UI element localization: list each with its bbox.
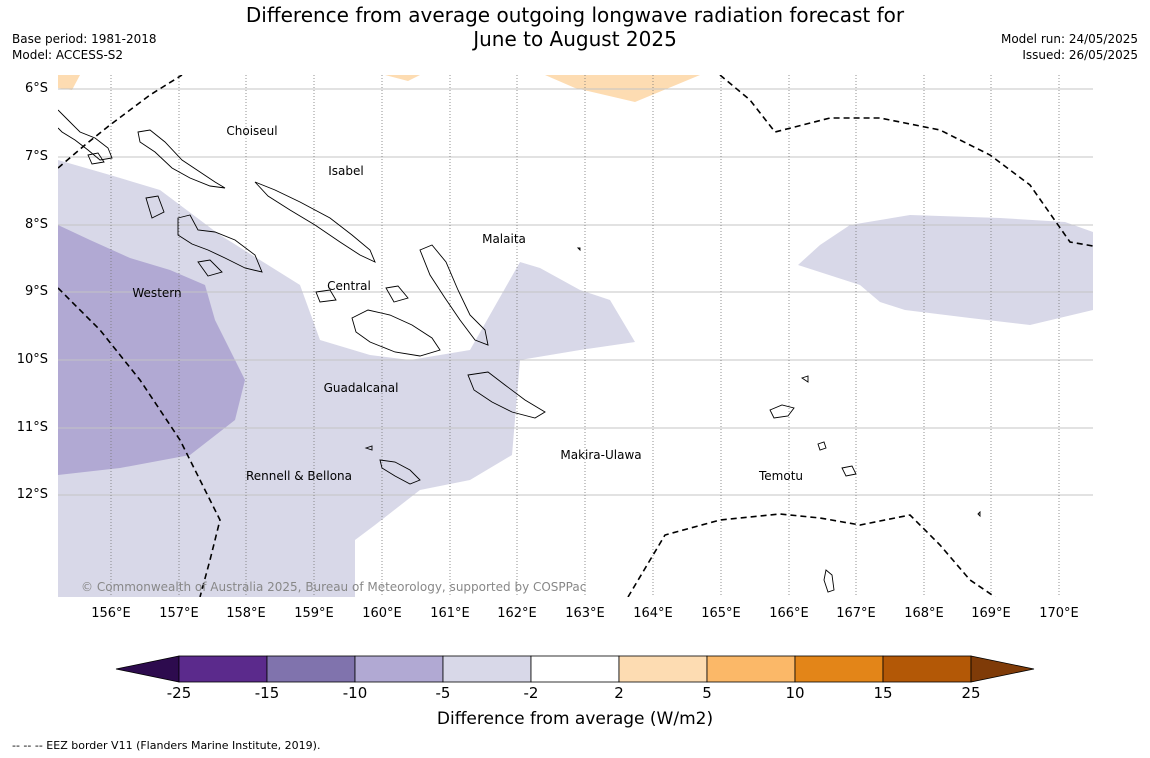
lon-label-166e: 166°E: [769, 606, 809, 621]
latitude-gridlines: [58, 88, 1093, 496]
makira-coast: [467, 371, 546, 419]
colorbar-seg-2: [266, 655, 356, 683]
model-name: Model: ACCESS-S2: [12, 48, 124, 62]
colorbar-tick-label: 5: [702, 684, 712, 702]
colorbar-tick-label: -10: [342, 684, 368, 702]
eez-border: [58, 75, 1093, 597]
vanikoro-coast: [841, 465, 857, 477]
place-label-temotu: Temotu: [758, 469, 804, 483]
colorbar-tick-label: -15: [254, 684, 280, 702]
guadalcanal-coast: [351, 309, 441, 357]
colorbar-tick-label: 2: [614, 684, 624, 702]
utupua-coast: [817, 441, 827, 451]
shade-mid-purple-west: [58, 225, 245, 475]
place-label-rennell-bellona: Rennell & Bellona: [245, 469, 353, 483]
place-label-isabel: Isabel: [328, 164, 364, 178]
lat-label-7s: 7°S: [24, 149, 48, 164]
lon-label-163e: 163°E: [565, 606, 605, 621]
lat-label-12s: 12°S: [16, 487, 48, 502]
new-georgia-coast: [177, 214, 263, 273]
lon-label-162e: 162°E: [497, 606, 537, 621]
lon-label-160e: 160°E: [362, 606, 402, 621]
santa-cruz-coast: [769, 404, 795, 419]
place-label-makira-ulawa: Makira-Ulawa: [560, 448, 642, 462]
malaita-coast: [419, 244, 489, 346]
base-period: Base period: 1981-2018: [12, 32, 157, 46]
lat-label-6s: 6°S: [24, 81, 48, 96]
colorbar-tick-label: -2: [523, 684, 539, 702]
eez-footnote: -- -- -- EEZ border V11 (Flanders Marine…: [12, 739, 321, 752]
shade-light-orange-corner: [58, 75, 80, 90]
lon-label-167e: 167°E: [836, 606, 876, 621]
bellona-coast: [364, 445, 373, 451]
bougainville-coast: [58, 109, 113, 161]
coastlines: [58, 109, 981, 593]
lon-label-157e: 157°E: [159, 606, 199, 621]
sikaiana-coast: [576, 247, 581, 252]
colorbar-tick-label: 25: [961, 684, 981, 702]
colorbar: [115, 655, 1035, 683]
title-line-2: June to August 2025: [473, 27, 677, 51]
lon-label-159e: 159°E: [294, 606, 334, 621]
shade-light-purple-west: [58, 160, 635, 597]
shade-light-orange-nw: [385, 75, 420, 81]
colorbar-seg-7: [706, 655, 796, 683]
lon-label-158e: 158°E: [226, 606, 266, 621]
vella-lavella-coast: [145, 195, 165, 219]
run-info: Model run: 24/05/2025 Issued: 26/05/2025: [1001, 31, 1138, 63]
colorbar-seg-1: [178, 655, 268, 683]
lon-label-156e: 156°E: [91, 606, 131, 621]
place-label-guadalcanal: Guadalcanal: [323, 381, 399, 395]
map-title: Difference from average outgoing longwav…: [0, 3, 1150, 51]
copyright-notice: © Commonwealth of Australia 2025, Bureau…: [81, 580, 587, 594]
rendova-coast: [197, 259, 223, 277]
colorbar-extend-low: [115, 655, 180, 683]
lon-label-170e: 170°E: [1039, 606, 1079, 621]
place-label-choiseul: Choiseul: [226, 124, 278, 138]
colorbar-extend-high: [970, 655, 1035, 683]
colorbar-seg-8: [794, 655, 884, 683]
colorbar-seg-5: [530, 655, 620, 683]
lon-label-161e: 161°E: [430, 606, 470, 621]
colorbar-label: Difference from average (W/m2): [436, 709, 714, 729]
tikopia-coast: [823, 569, 835, 593]
anuta-coast: [977, 510, 981, 518]
florida-islands-coast: [315, 289, 337, 303]
title-line-1: Difference from average outgoing longwav…: [245, 3, 905, 27]
colorbar-seg-3: [354, 655, 444, 683]
colorbar-seg-4: [442, 655, 532, 683]
model-info: Base period: 1981-2018 Model: ACCESS-S2: [12, 31, 157, 63]
reef-islands-coast: [800, 375, 809, 383]
colorbar-tick-label: 10: [785, 684, 805, 702]
place-label-central: Central: [327, 279, 371, 293]
russell-islands-coast: [385, 285, 409, 303]
colorbar-tick-label: -5: [435, 684, 451, 702]
lon-label-168e: 168°E: [904, 606, 944, 621]
lat-label-10s: 10°S: [16, 352, 48, 367]
place-label-western: Western: [132, 286, 182, 300]
colorbar-seg-9: [882, 655, 972, 683]
lat-label-8s: 8°S: [24, 217, 48, 232]
longitude-gridlines: [110, 75, 1060, 597]
issued-date: Issued: 26/05/2025: [1022, 48, 1138, 62]
place-label-malaita: Malaita: [482, 232, 526, 246]
choiseul-coast: [137, 129, 226, 189]
lat-label-11s: 11°S: [16, 420, 48, 435]
shade-light-purple-east: [798, 215, 1093, 325]
lon-label-169e: 169°E: [971, 606, 1011, 621]
isabel-coast: [254, 181, 376, 263]
rennell-coast: [379, 459, 421, 485]
lat-label-9s: 9°S: [24, 284, 48, 299]
shortland-coast: [87, 152, 105, 165]
colorbar-seg-6: [618, 655, 708, 683]
lon-label-164e: 164°E: [633, 606, 673, 621]
colorbar-tick-label: 15: [873, 684, 893, 702]
colorbar-tick-label: -25: [166, 684, 192, 702]
model-run: Model run: 24/05/2025: [1000, 32, 1138, 46]
lon-label-165e: 165°E: [701, 606, 741, 621]
